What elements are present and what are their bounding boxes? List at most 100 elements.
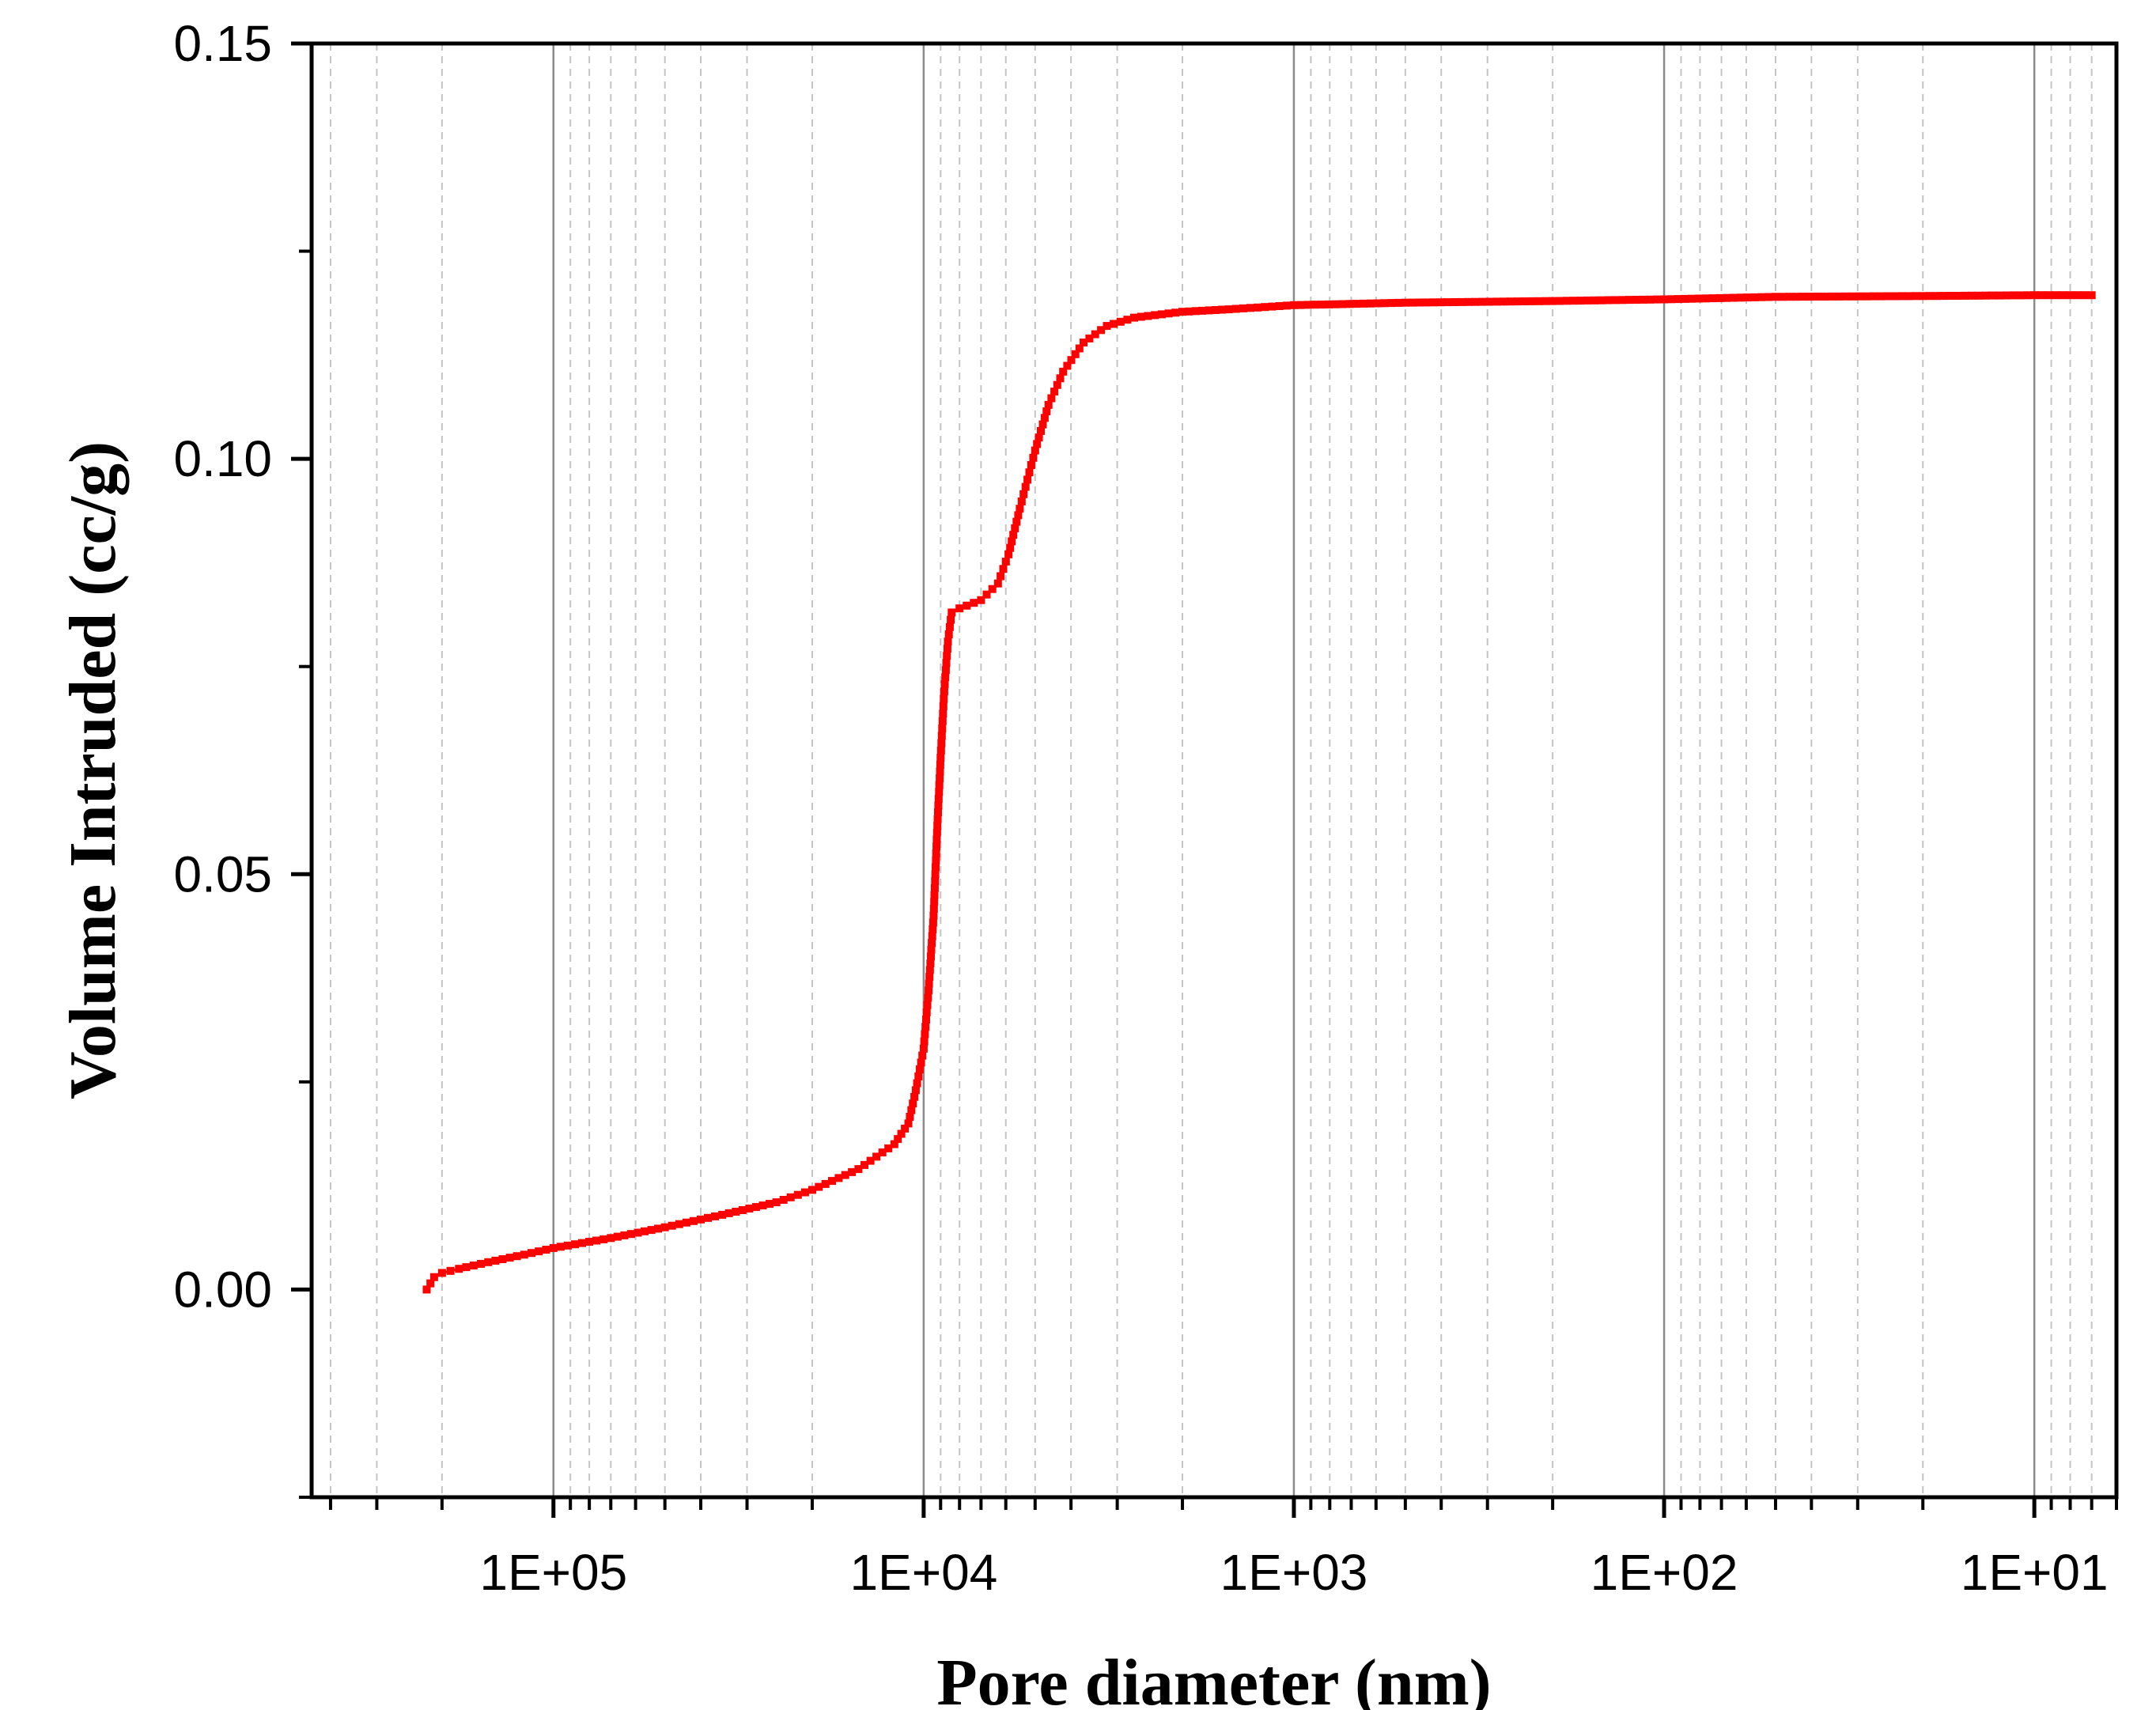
data-point: [1063, 361, 1072, 370]
data-point: [932, 835, 941, 844]
data-point: [1071, 350, 1080, 358]
data-point: [1014, 511, 1023, 520]
data-point: [1085, 334, 1094, 342]
data-point: [897, 1129, 906, 1138]
data-point: [1772, 293, 1780, 301]
data-point: [910, 1092, 919, 1101]
data-point: [1366, 299, 1375, 308]
data-point: [878, 1148, 887, 1157]
data-point: [800, 1188, 809, 1197]
data-point: [718, 1210, 727, 1219]
data-point: [766, 1200, 774, 1209]
data-point: [641, 1227, 649, 1235]
data-point: [936, 760, 944, 769]
data-point: [815, 1182, 823, 1191]
data-point: [1151, 311, 1159, 320]
data-point: [914, 1072, 923, 1080]
data-point: [1688, 294, 1696, 303]
data-point: [947, 615, 955, 624]
data-point: [848, 1167, 857, 1176]
data-point: [939, 709, 948, 718]
data-point: [1008, 537, 1016, 546]
data-point: [1471, 297, 1480, 306]
data-point: [751, 1203, 760, 1212]
data-point: [919, 1044, 928, 1053]
data-point: [455, 1265, 463, 1273]
data-point: [1806, 293, 1815, 301]
data-point: [578, 1239, 586, 1247]
x-axis: 1E+05 1E+04 1E+03 1E+02 1E+01: [328, 1497, 2118, 1601]
data-point: [1110, 320, 1118, 328]
data-point: [929, 911, 938, 920]
data-point: [1954, 292, 1962, 300]
y-tick-label: 0.05: [173, 846, 272, 902]
data-point: [1345, 300, 1354, 308]
data-point: [513, 1252, 521, 1261]
data-point: [1926, 292, 1934, 301]
data-point: [535, 1247, 543, 1256]
data-point: [779, 1196, 788, 1204]
data-point: [1451, 298, 1458, 306]
data-point: [1799, 293, 1808, 301]
data-point: [1401, 298, 1409, 307]
data-point: [938, 724, 947, 732]
data-point: [446, 1266, 455, 1275]
data-point: [941, 666, 950, 675]
data-point: [1224, 305, 1233, 314]
data-point: [915, 1065, 924, 1074]
data-point: [654, 1224, 663, 1233]
data-point: [925, 966, 934, 974]
data-point: [732, 1208, 740, 1216]
data-point: [1457, 297, 1466, 306]
data-point: [934, 794, 943, 803]
data-point: [2087, 291, 2096, 300]
data-point: [1569, 297, 1578, 305]
data-point: [1050, 388, 1059, 396]
data-point: [1231, 305, 1240, 313]
data-point: [2066, 291, 2075, 300]
data-point: [1939, 292, 1948, 301]
data-point: [738, 1206, 747, 1214]
data-point: [943, 645, 951, 653]
data-point: [426, 1279, 435, 1288]
data-point: [1275, 302, 1284, 310]
data-point: [1464, 297, 1473, 306]
data-point: [977, 596, 985, 604]
data-point: [1961, 291, 1969, 300]
x-tick-label: 1E+02: [1591, 1544, 1738, 1601]
data-point: [2073, 291, 2082, 300]
data-point: [1218, 305, 1227, 314]
data-point: [1541, 297, 1550, 305]
data-point: [2016, 291, 2025, 300]
data-point: [925, 973, 934, 982]
data-point: [942, 659, 951, 668]
data-point: [938, 717, 947, 725]
data-point: [1653, 295, 1662, 304]
data-point: [861, 1160, 868, 1169]
data-point: [1556, 297, 1564, 305]
data-point: [793, 1190, 802, 1199]
data-point: [945, 622, 954, 631]
data-point: [911, 1086, 920, 1095]
data-point: [925, 986, 933, 995]
data-point: [932, 828, 941, 837]
data-point: [2037, 291, 2046, 300]
data-point: [922, 1016, 930, 1024]
data-point: [1821, 293, 1829, 301]
data-point: [1075, 344, 1084, 353]
data-point: [1178, 308, 1186, 316]
y-tick-label: 0.15: [173, 15, 272, 72]
data-point: [1205, 306, 1213, 315]
data-point: [2023, 291, 2032, 300]
data-point: [1513, 297, 1522, 306]
data-point: [922, 1008, 931, 1016]
data-point: [634, 1228, 642, 1237]
data-point: [1932, 292, 1941, 301]
data-point: [1019, 490, 1028, 498]
data-point: [1091, 330, 1099, 339]
data-point: [1757, 293, 1766, 301]
data-point: [1053, 380, 1061, 389]
data-point: [1290, 301, 1298, 309]
data-point: [988, 585, 997, 593]
